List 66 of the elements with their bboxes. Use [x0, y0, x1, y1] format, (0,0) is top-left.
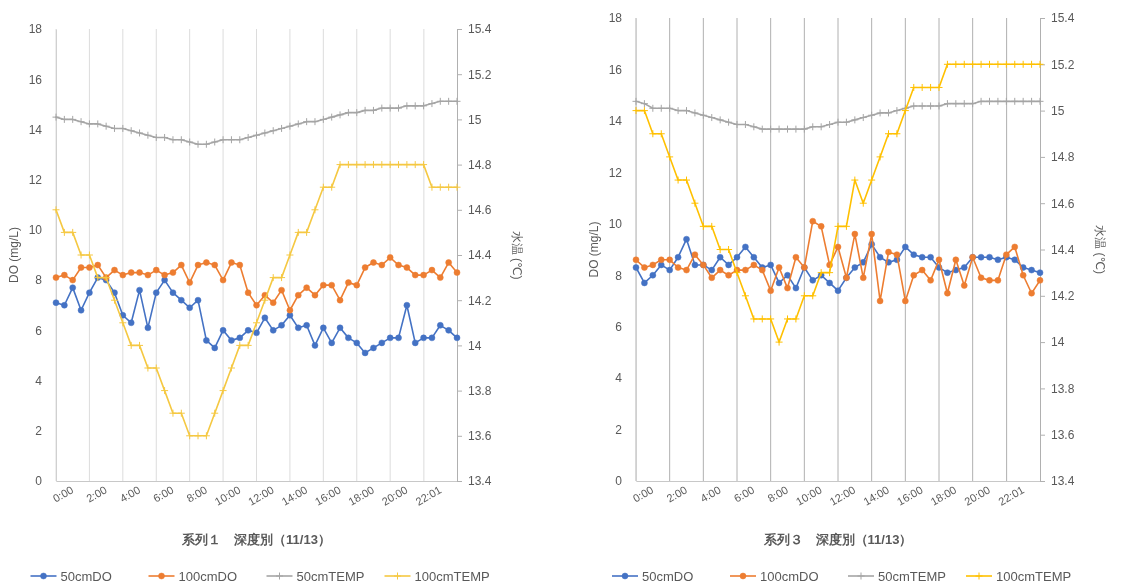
- x-tick-label: 2:00: [84, 483, 109, 505]
- y2-tick-label: 14: [1051, 335, 1065, 350]
- legend-label: 50cmTEMP: [296, 568, 365, 584]
- x-tick-label: 4:00: [117, 483, 143, 505]
- y-tick-label: 10: [608, 217, 623, 232]
- y2-tick-label: 15.4: [1051, 11, 1075, 26]
- legend-label: 100cmDO: [760, 568, 819, 584]
- y2-tick-label: 14.8: [1051, 150, 1075, 165]
- y-tick-label: 18: [28, 22, 43, 37]
- y2-tick-label: 13.6: [1051, 428, 1075, 443]
- legend-label: 100cmDO: [178, 568, 238, 584]
- y2-tick-label: 13.4: [1051, 474, 1075, 489]
- x-tick-label: 4:00: [698, 483, 723, 505]
- y-tick-label: 12: [28, 173, 43, 188]
- y-tick-label: 14: [28, 122, 43, 137]
- y-tick-label: 6: [615, 320, 623, 335]
- y-tick-label: 12: [608, 165, 623, 180]
- y-axis-title: DO (mg/L): [7, 226, 21, 284]
- y-tick-label: 16: [28, 72, 43, 87]
- y2-tick-label: 13.8: [468, 383, 492, 398]
- legend-label: 50cmTEMP: [878, 568, 946, 584]
- y2-tick-label: 14.2: [1051, 289, 1075, 304]
- x-tick-label: 6:00: [151, 483, 176, 505]
- y2-tick-label: 14.6: [1051, 196, 1075, 211]
- y2-axis-title: 水温 (℃): [510, 230, 524, 280]
- x-tick-label: 0:00: [630, 483, 656, 505]
- y2-tick-label: 13.8: [1051, 381, 1075, 396]
- y-tick-label: 8: [35, 273, 43, 288]
- y2-axis-title: 水温 (℃): [1093, 225, 1107, 274]
- y-tick-label: 0: [35, 474, 43, 489]
- y2-tick-label: 15.2: [1051, 57, 1075, 72]
- y2-tick-label: 14.4: [1051, 242, 1075, 257]
- y2-tick-label: 15: [1051, 103, 1065, 118]
- legend-label: 100cmTEMP: [414, 568, 490, 584]
- x-tick-label: 2:00: [664, 483, 690, 505]
- legend-label: 100cmTEMP: [996, 568, 1072, 584]
- y-tick-label: 18: [608, 11, 623, 26]
- y-tick-label: 0: [615, 474, 623, 489]
- x-tick-label: 6:00: [731, 483, 757, 505]
- y2-tick-label: 15: [468, 112, 482, 127]
- y-tick-label: 10: [28, 223, 43, 238]
- text: 系列１ 深度別（11/13）: [181, 532, 331, 547]
- y2-tick-label: 14.8: [468, 157, 492, 172]
- y-tick-label: 8: [615, 268, 623, 283]
- y-tick-label: 4: [615, 371, 623, 386]
- y2-tick-label: 15.4: [468, 22, 492, 37]
- y-tick-label: 14: [608, 114, 623, 129]
- y-tick-label: 16: [608, 62, 623, 77]
- x-tick-label: 8:00: [184, 483, 210, 505]
- legend-label: 50cmDO: [642, 568, 694, 584]
- y2-tick-label: 13.4: [468, 474, 492, 489]
- x-tick-label: 8:00: [765, 483, 791, 505]
- y2-tick-label: 14: [468, 338, 482, 353]
- y-tick-label: 4: [35, 373, 43, 388]
- y-tick-label: 6: [35, 323, 43, 338]
- legend-label: 50cmDO: [60, 568, 112, 584]
- y2-tick-label: 15.2: [468, 67, 492, 82]
- y-tick-label: 2: [615, 422, 623, 437]
- y2-tick-label: 14.2: [468, 293, 492, 308]
- y-tick-label: 2: [35, 424, 43, 439]
- y2-tick-label: 13.6: [468, 429, 492, 444]
- y-axis-title: DO (mg/L): [587, 221, 601, 278]
- text: 系列３ 深度別（11/13）: [762, 532, 913, 547]
- y2-tick-label: 14.6: [468, 203, 492, 218]
- x-tick-label: 0:00: [50, 483, 76, 505]
- y2-tick-label: 14.4: [468, 248, 492, 263]
